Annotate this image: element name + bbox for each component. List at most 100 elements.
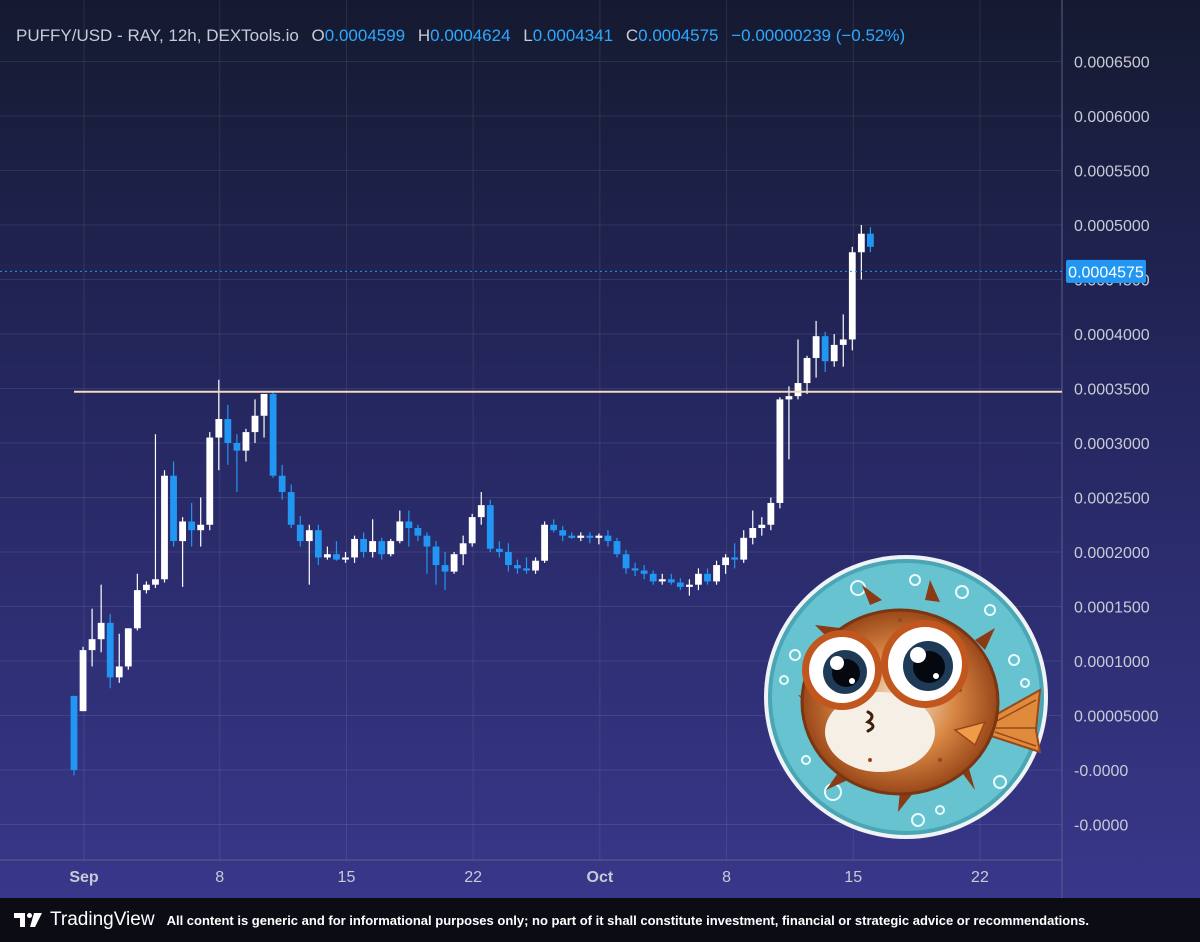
candle-body <box>613 541 621 555</box>
candle <box>523 557 530 574</box>
price-chart[interactable]: 0.0006500 0.0006000 0.0005500 0.0005000 0.00… <box>0 0 1200 898</box>
candle-body <box>577 535 585 538</box>
candle <box>505 543 512 572</box>
candle <box>233 434 241 493</box>
candle-body <box>432 546 440 566</box>
candle-body <box>152 579 159 585</box>
candle-body <box>197 524 205 531</box>
candle-body <box>640 570 648 574</box>
candle-body <box>776 399 784 503</box>
candle <box>586 532 594 544</box>
candle <box>676 578 684 591</box>
candle <box>170 461 177 547</box>
candle-body <box>296 524 304 542</box>
candle-body <box>387 541 395 555</box>
candle <box>97 584 105 653</box>
candle-body <box>604 535 612 542</box>
candle <box>541 521 548 563</box>
y-tick-label: 0.0001500 <box>1074 600 1150 617</box>
candle-body <box>731 557 739 560</box>
candle <box>161 470 168 583</box>
candle-body <box>821 336 829 362</box>
candle <box>495 541 503 558</box>
candle <box>296 516 304 547</box>
x-tick-label: 15 <box>844 869 862 886</box>
candle <box>749 510 757 545</box>
candle-body <box>242 432 250 451</box>
high-label: H <box>417 26 431 45</box>
candle-body <box>830 344 838 362</box>
candle <box>667 573 675 585</box>
candle <box>360 532 367 558</box>
candle-body <box>749 528 757 538</box>
high-value: 0.0004624 <box>430 26 511 45</box>
candle-body <box>405 521 413 529</box>
candle <box>224 404 232 465</box>
candle <box>414 524 422 542</box>
candle-body <box>740 537 748 560</box>
candle-body <box>396 521 404 542</box>
candle-body <box>351 538 358 558</box>
y-tick-label: 0.0006500 <box>1074 55 1150 72</box>
candle <box>79 646 87 712</box>
candle-body <box>179 521 186 542</box>
candle-body <box>658 579 666 582</box>
candle <box>604 530 612 547</box>
price-axis[interactable]: 0.0006500 0.0006000 0.0005500 0.0005000 0.00… <box>1074 55 1159 835</box>
close-value: 0.0004575 <box>638 26 719 45</box>
candle-body <box>848 252 856 340</box>
candle-body <box>269 393 277 476</box>
candle-body <box>812 336 820 358</box>
candle <box>649 570 657 585</box>
candle-body <box>758 524 766 529</box>
candle-body <box>713 565 720 582</box>
candle <box>314 524 322 566</box>
candle-body <box>857 233 865 253</box>
candle-body <box>486 505 494 549</box>
candle-body <box>360 538 367 552</box>
y-tick-label: 0.0001000 <box>1074 654 1150 671</box>
candle <box>287 484 295 529</box>
y-tick-label: 0.0004000 <box>1074 327 1150 344</box>
candle-body <box>514 565 521 569</box>
candle-body <box>649 573 657 582</box>
candle <box>206 432 214 531</box>
candle-body <box>559 530 567 536</box>
candle-body <box>143 584 150 591</box>
symbol-legend[interactable]: PUFFY/USD - RAY, 12h, DEXTools.io O0.000… <box>16 26 905 46</box>
x-tick-label: Sep <box>69 869 99 886</box>
candle <box>595 533 603 545</box>
candle-body <box>541 524 548 561</box>
candle <box>658 573 666 585</box>
y-tick-label: 0.0005500 <box>1074 164 1150 181</box>
candle <box>423 532 431 574</box>
candle <box>686 579 693 596</box>
candle <box>351 535 358 563</box>
candle-body <box>278 475 286 493</box>
candle-body <box>206 437 214 525</box>
candle <box>369 519 377 558</box>
candle-body <box>523 568 530 571</box>
candle-body <box>106 622 114 678</box>
candle <box>559 525 567 542</box>
candle <box>776 397 784 509</box>
tradingview-logo[interactable]: TradingView <box>14 909 155 931</box>
candle <box>830 334 838 367</box>
candle-body <box>586 535 594 538</box>
price-tag-label: 0.0004575 <box>1068 264 1144 281</box>
candle-body <box>595 535 603 538</box>
candle <box>767 497 775 531</box>
candle <box>704 568 711 585</box>
candle <box>532 557 539 574</box>
time-axis[interactable]: Sep 8 15 22 Oct 8 15 22 <box>69 869 989 886</box>
candle-body <box>450 554 458 572</box>
candle-body <box>70 695 78 770</box>
y-tick-label: 0.0002500 <box>1074 491 1150 508</box>
candle-body <box>188 521 196 531</box>
y-tick-label: 0.00005000 <box>1074 709 1159 726</box>
candle <box>387 538 395 557</box>
candle <box>848 246 856 351</box>
candle <box>468 513 476 547</box>
candle-body <box>477 505 485 518</box>
